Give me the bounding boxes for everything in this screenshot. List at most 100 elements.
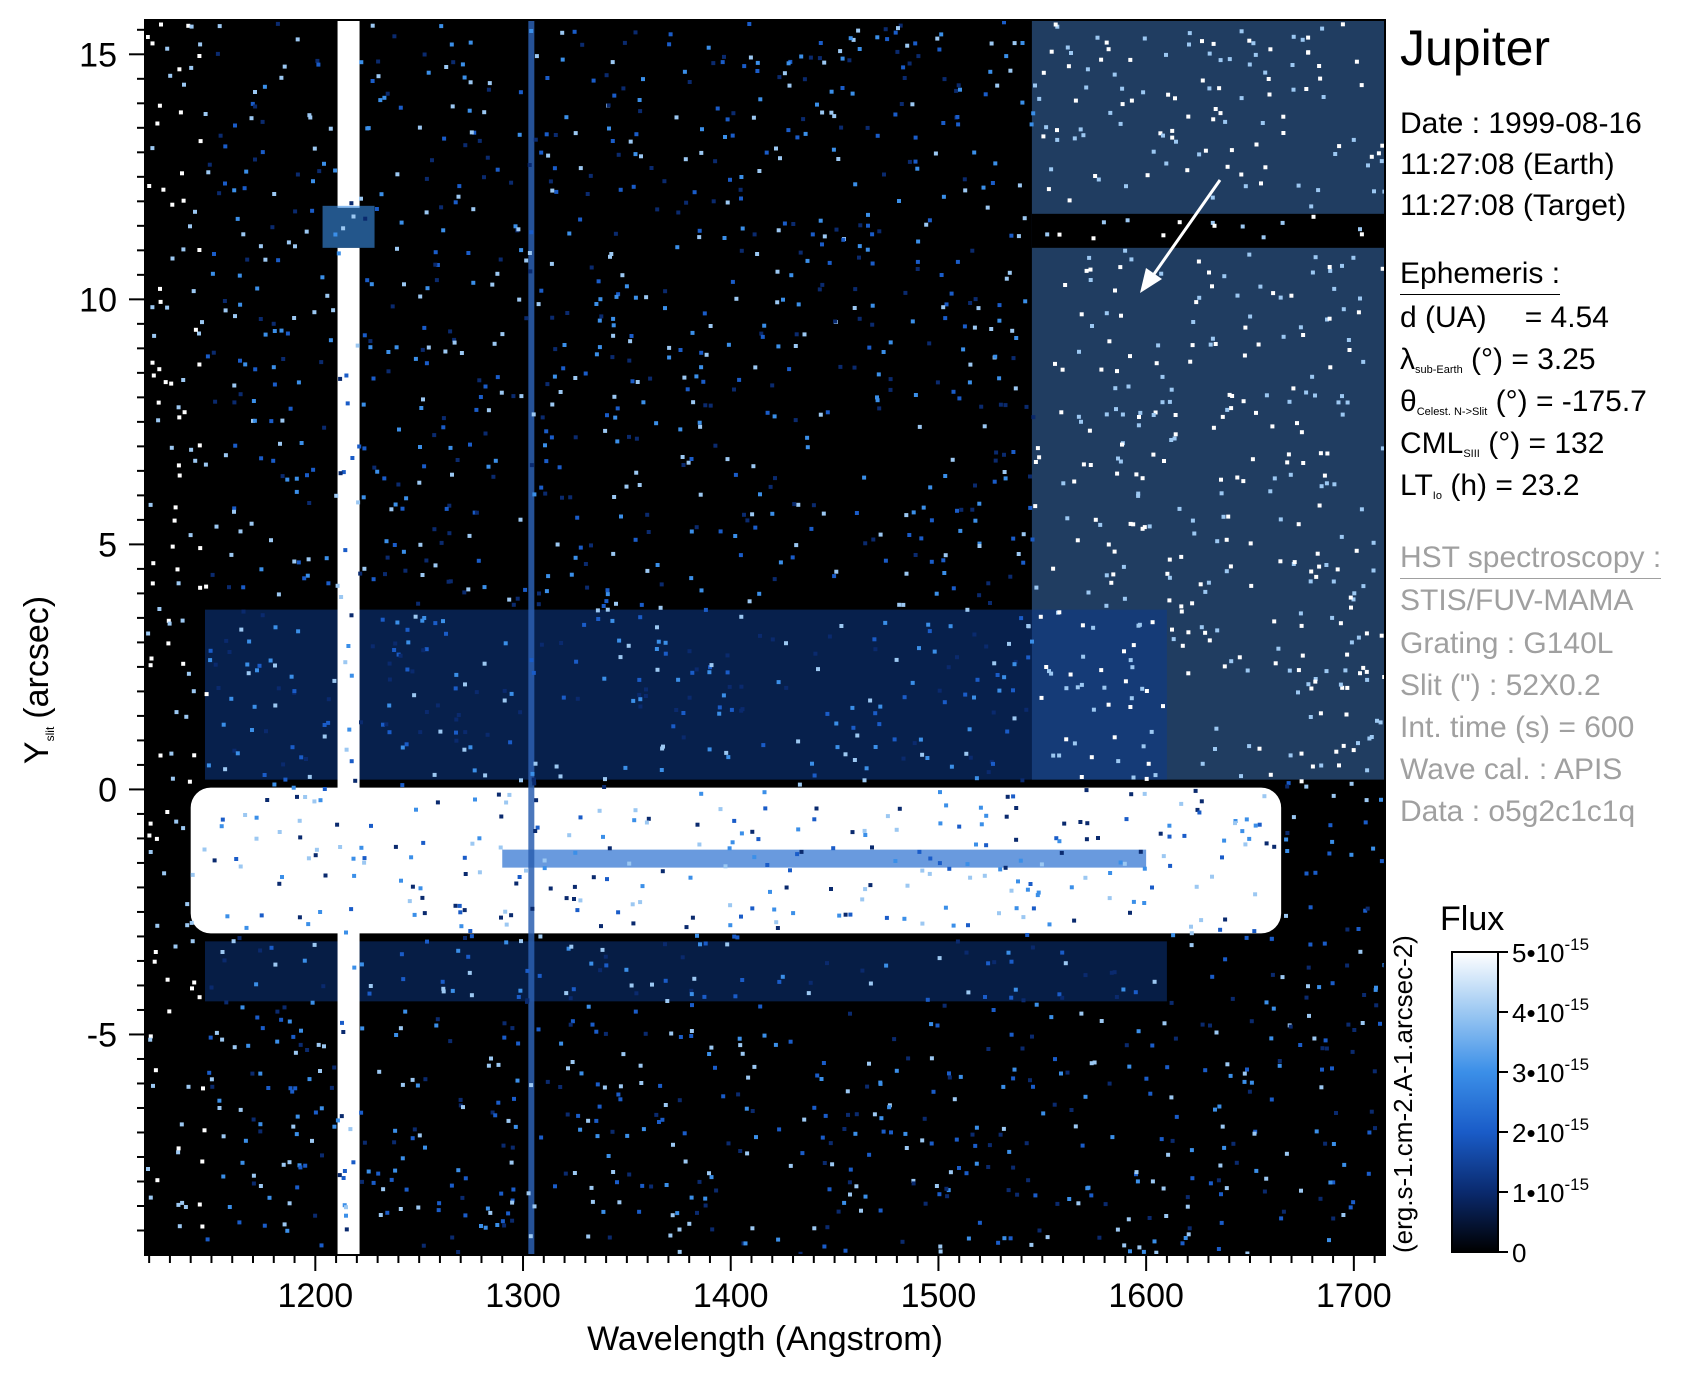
noise-speckle: [510, 1145, 515, 1150]
noise-speckle: [170, 256, 175, 261]
noise-speckle: [378, 98, 383, 103]
noise-speckle: [1210, 874, 1214, 879]
noise-speckle: [1372, 1069, 1377, 1074]
lambda-value: (°) = 3.25: [1471, 343, 1596, 376]
noise-speckle: [818, 41, 823, 45]
noise-speckle: [227, 585, 231, 590]
noise-speckle: [378, 1213, 383, 1217]
noise-speckle: [1379, 159, 1384, 164]
noise-speckle: [359, 845, 364, 850]
noise-speckle: [516, 227, 521, 232]
noise-speckle: [469, 934, 474, 939]
noise-speckle: [456, 1250, 461, 1254]
noise-speckle: [924, 222, 929, 227]
noise-speckle: [732, 818, 737, 823]
noise-speckle: [832, 574, 837, 579]
noise-speckle: [1026, 1178, 1031, 1183]
noise-speckle: [216, 686, 221, 690]
noise-speckle: [630, 379, 635, 384]
theta-subscript: Celest. N->Slit: [1416, 406, 1488, 418]
noise-speckle: [739, 196, 743, 201]
noise-speckle: [1136, 623, 1141, 628]
noise-speckle: [1012, 1067, 1017, 1072]
noise-speckle: [617, 1200, 622, 1205]
noise-speckle: [1314, 1129, 1319, 1134]
noise-speckle: [1268, 489, 1273, 494]
noise-speckle: [838, 49, 843, 54]
noise-speckle: [697, 228, 702, 233]
noise-speckle: [1063, 961, 1068, 966]
noise-speckle: [1284, 913, 1288, 918]
noise-speckle: [550, 315, 555, 320]
noise-speckle: [237, 936, 242, 941]
noise-speckle: [398, 1207, 403, 1211]
noise-speckle: [552, 166, 557, 171]
noise-speckle: [1085, 67, 1090, 72]
noise-speckle: [351, 856, 356, 861]
noise-speckle: [380, 617, 385, 622]
noise-speckle: [915, 166, 920, 171]
noise-speckle: [788, 1039, 793, 1044]
noise-speckle: [282, 1005, 287, 1010]
noise-speckle: [344, 747, 349, 752]
x-axis-title: Wavelength (Angstrom): [587, 1320, 943, 1358]
noise-speckle: [1166, 1152, 1171, 1157]
noise-speckle: [151, 373, 156, 378]
noise-speckle: [857, 47, 862, 51]
noise-speckle: [1379, 797, 1383, 802]
noise-speckle: [560, 30, 565, 35]
noise-speckle: [671, 1142, 675, 1147]
noise-speckle: [899, 102, 904, 106]
noise-speckle: [812, 773, 817, 778]
noise-speckle: [1003, 865, 1008, 870]
noise-speckle: [1363, 908, 1368, 913]
noise-speckle: [683, 157, 688, 162]
noise-speckle: [885, 814, 890, 819]
noise-speckle: [805, 445, 810, 450]
noise-speckle: [296, 629, 301, 634]
noise-speckle: [1240, 829, 1245, 834]
noise-speckle: [1065, 516, 1070, 521]
noise-speckle: [1203, 148, 1208, 153]
noise-speckle: [739, 914, 743, 919]
noise-speckle: [1200, 39, 1204, 44]
noise-speckle: [418, 294, 423, 299]
noise-speckle: [1142, 525, 1147, 530]
noise-speckle: [806, 991, 811, 996]
noise-speckle: [483, 1225, 488, 1230]
noise-speckle: [918, 737, 923, 742]
noise-speckle: [548, 179, 553, 184]
noise-speckle: [1020, 1046, 1025, 1051]
noise-speckle: [893, 859, 898, 863]
noise-speckle: [1349, 640, 1354, 645]
noise-speckle: [773, 1042, 778, 1047]
noise-speckle: [1189, 924, 1193, 929]
noise-speckle: [893, 112, 898, 117]
noise-speckle: [1328, 1180, 1333, 1185]
noise-speckle: [152, 959, 157, 964]
noise-speckle: [243, 1138, 248, 1143]
noise-speckle: [1327, 316, 1332, 321]
noise-speckle: [1066, 64, 1071, 69]
noise-speckle: [635, 380, 640, 384]
noise-speckle: [326, 697, 331, 702]
noise-speckle: [854, 1184, 859, 1189]
noise-speckle: [517, 875, 522, 879]
noise-speckle: [994, 450, 999, 455]
noise-speckle: [1304, 871, 1309, 876]
noise-speckle: [735, 935, 740, 940]
noise-speckle: [502, 688, 507, 693]
noise-speckle: [1382, 675, 1385, 679]
noise-speckle: [599, 924, 603, 929]
noise-speckle: [456, 713, 461, 717]
noise-speckle: [269, 538, 273, 543]
noise-speckle: [913, 41, 918, 46]
noise-speckle: [663, 640, 668, 645]
noise-speckle: [467, 970, 472, 975]
noise-speckle: [1031, 111, 1036, 116]
noise-speckle: [569, 572, 574, 577]
noise-speckle: [501, 1143, 506, 1148]
noise-speckle: [509, 180, 514, 185]
noise-speckle: [709, 1175, 714, 1180]
noise-speckle: [1234, 1160, 1239, 1165]
